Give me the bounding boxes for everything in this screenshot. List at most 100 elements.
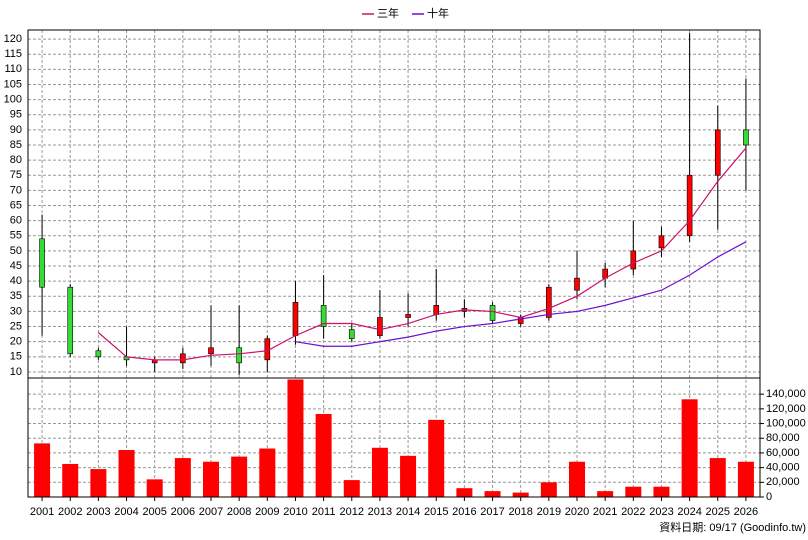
volume-bar xyxy=(146,479,163,497)
x-tick-label: 2019 xyxy=(537,506,561,518)
volume-bar xyxy=(737,461,754,497)
plot-area xyxy=(28,30,760,497)
y-tick-label: 85 xyxy=(10,139,22,151)
x-tick-label: 2001 xyxy=(30,506,54,518)
y-tick-label: 35 xyxy=(10,290,22,302)
candle-body xyxy=(320,305,327,327)
volume-bar xyxy=(62,463,79,497)
x-tick-label: 2017 xyxy=(480,506,504,518)
x-tick-label: 2013 xyxy=(368,506,392,518)
x-tick-label: 2020 xyxy=(565,506,589,518)
candle-body xyxy=(489,305,496,321)
legend-label: 十年 xyxy=(427,6,449,20)
candle-body xyxy=(686,174,693,237)
y-tick-label: 10 xyxy=(10,366,22,378)
x-tick-label: 2015 xyxy=(424,506,448,518)
y-tick-label: 25 xyxy=(10,320,22,332)
volume-bar xyxy=(540,482,557,497)
x-tick-label: 2024 xyxy=(677,506,701,518)
candle-body xyxy=(743,129,749,146)
volume-bar xyxy=(428,419,445,497)
y-tick-label: 40 xyxy=(10,275,22,287)
y-tick-label: 110 xyxy=(4,63,22,75)
x-tick-label: 2004 xyxy=(114,506,138,518)
y-tick-label: 55 xyxy=(10,230,22,242)
x-tick-label: 2022 xyxy=(621,506,645,518)
volume-bar xyxy=(456,488,473,497)
panel-frame xyxy=(27,377,761,498)
y-tick-label: 15 xyxy=(10,351,22,363)
candle-body xyxy=(39,238,45,288)
x-tick-label: 2009 xyxy=(255,506,279,518)
volume-bar xyxy=(681,399,698,497)
volume-bar xyxy=(597,491,614,497)
y2-tick-label: 0 xyxy=(766,491,772,503)
volume-bar xyxy=(512,492,529,497)
y2-tick-label: 140,000 xyxy=(766,388,806,400)
y-tick-label: 60 xyxy=(10,215,22,227)
x-tick-label: 2021 xyxy=(593,506,617,518)
candle-body xyxy=(433,305,440,315)
volume-bar xyxy=(287,379,304,497)
candle-body xyxy=(377,317,383,336)
candle-body xyxy=(546,286,552,318)
x-tick-label: 2026 xyxy=(734,506,758,518)
volume-bar xyxy=(259,448,276,497)
volume-bar xyxy=(653,486,670,497)
ma-line xyxy=(295,241,747,347)
volume-bar xyxy=(203,461,219,497)
y-tick-label: 45 xyxy=(10,260,22,272)
y-tick-label: 95 xyxy=(10,109,22,121)
y-tick-label: 70 xyxy=(10,184,22,196)
y-tick-label: 120 xyxy=(4,33,22,45)
y-tick-label: 105 xyxy=(4,78,22,90)
candle-body xyxy=(292,302,299,336)
y-tick-label: 50 xyxy=(10,245,22,257)
candle-body xyxy=(658,235,665,249)
footer: 資料日期: 09/17 (Goodinfo.tw) xyxy=(659,520,806,534)
candle-body xyxy=(630,250,637,270)
volume-bar xyxy=(315,413,332,497)
volume-bar xyxy=(231,456,248,497)
x-tick-label: 2023 xyxy=(649,506,673,518)
volume-bar xyxy=(709,458,726,497)
x-tick-label: 2005 xyxy=(142,506,166,518)
candle-body xyxy=(348,329,355,339)
x-tick-label: 2007 xyxy=(199,506,223,518)
x-tick-label: 2003 xyxy=(86,506,110,518)
y-tick-label: 30 xyxy=(10,305,22,317)
volume-bar xyxy=(569,461,585,497)
volume-bar xyxy=(343,480,360,497)
volume-bar xyxy=(625,486,642,497)
candle-body xyxy=(405,314,411,318)
candle-body xyxy=(236,347,242,364)
y-tick-label: 90 xyxy=(10,124,22,136)
y-tick-label: 100 xyxy=(4,94,22,106)
x-tick-label: 2014 xyxy=(396,506,420,518)
x-tick-label: 2011 xyxy=(312,506,336,518)
y-tick-label: 65 xyxy=(10,199,22,211)
candle-body xyxy=(714,129,721,176)
x-tick-label: 2010 xyxy=(283,506,307,518)
candle-body xyxy=(67,286,74,355)
candle-body xyxy=(180,353,186,364)
x-tick-label: 2006 xyxy=(171,506,195,518)
volume-bar xyxy=(90,469,107,497)
volume-bar xyxy=(400,455,417,497)
ma-line xyxy=(97,147,747,361)
x-tick-label: 2008 xyxy=(227,506,251,518)
volume-bar xyxy=(118,449,135,497)
y2-tick-label: 20,000 xyxy=(766,476,800,488)
volume-bar xyxy=(484,491,501,497)
y2-tick-label: 100,000 xyxy=(766,417,806,429)
x-tick-label: 2012 xyxy=(340,506,364,518)
volume-bar xyxy=(371,447,388,497)
x-tick-label: 2025 xyxy=(706,506,730,518)
candle-body xyxy=(574,277,580,291)
volume-bar xyxy=(34,443,51,497)
y-tick-label: 80 xyxy=(10,154,22,166)
legend-label: 三年 xyxy=(377,6,399,20)
y2-tick-label: 80,000 xyxy=(766,432,800,444)
y-tick-label: 115 xyxy=(4,48,22,60)
